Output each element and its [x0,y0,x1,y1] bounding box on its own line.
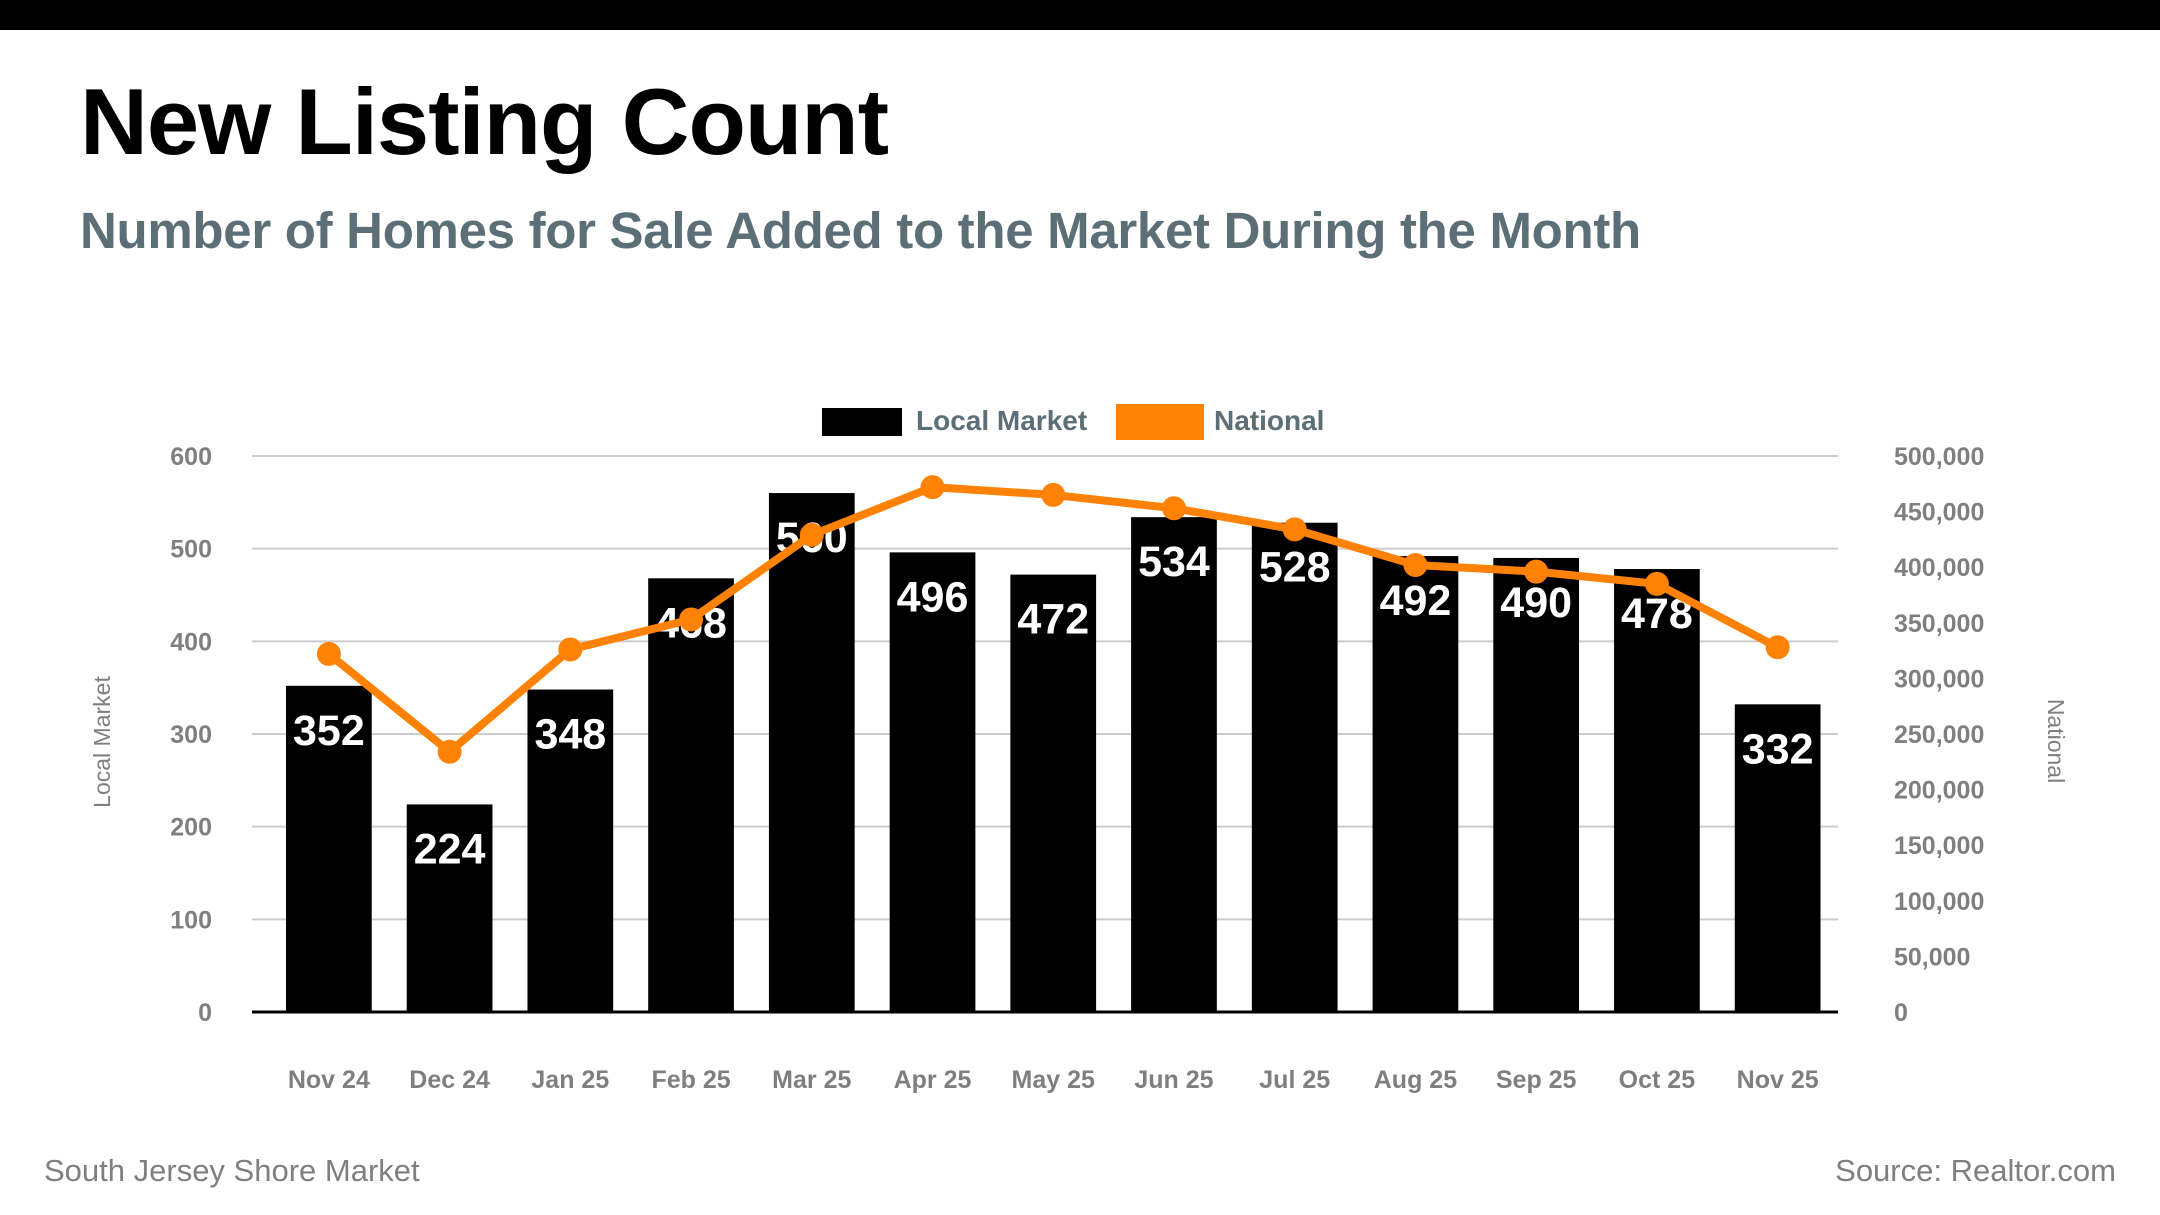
right-axis-tick-label: 50,000 [1894,943,1970,971]
national-point-may-25 [1041,482,1066,507]
top-black-bar [0,0,2160,30]
bar-nov-24 [286,685,372,1012]
right-axis-tick-label: 100,000 [1894,888,1984,916]
bar-oct-25 [1614,569,1700,1012]
bar-data-label: 492 [1380,577,1452,625]
bar-data-label: 348 [534,711,606,759]
left-axis-tick-label: 400 [170,628,212,656]
bar-mar-25 [768,493,855,1013]
bar-feb-25 [648,578,734,1012]
bar-jan-25 [527,689,614,1012]
legend-swatch-local-market [822,408,902,436]
national-point-jun-25 [1161,496,1186,521]
bar-data-label: 496 [897,573,969,621]
right-axis-tick-label: 0 [1894,999,1908,1027]
page-subtitle: Number of Homes for Sale Added to the Ma… [80,202,1641,259]
bar-aug-25 [1372,556,1459,1012]
legend-label-national: National [1214,405,1324,436]
market-name: South Jersey Shore Market [44,1153,420,1188]
right-axis-tick-label: 250,000 [1894,721,1984,749]
left-axis-tick-label: 200 [170,814,212,842]
bar-data-label: 534 [1138,538,1210,586]
x-axis-category-label: Nov 24 [288,1066,370,1094]
national-line-series [316,475,1790,764]
right-axis-tick-label: 150,000 [1894,832,1984,860]
left-axis-title: Local Market [89,676,115,808]
x-axis-category-label: May 25 [1012,1066,1095,1094]
x-axis-category-label: Jan 25 [531,1066,609,1094]
right-axis-tick-label: 500,000 [1894,443,1984,471]
bar-data-label: 472 [1017,596,1089,644]
bar-nov-25 [1734,704,1821,1012]
right-axis-tick-label: 450,000 [1894,499,1984,527]
x-axis-category-label: Nov 25 [1737,1066,1819,1094]
source-credit: Source: Realtor.com [1835,1153,2116,1188]
right-axis-tick-label: 300,000 [1894,665,1984,693]
national-point-nov-24 [316,641,341,666]
bar-may-25 [1010,574,1097,1012]
national-point-oct-25 [1644,571,1669,596]
bar-dec-24 [406,804,493,1012]
x-axis-category-label: Sep 25 [1496,1066,1577,1094]
bar-data-label: 528 [1259,544,1331,592]
national-point-apr-25 [920,475,945,500]
bar-data-label: 224 [414,825,486,873]
x-axis-category-label: Dec 24 [409,1066,490,1094]
bar-data-label: 332 [1742,725,1814,773]
legend: Local Market National [822,404,1324,440]
bar-data-label: 490 [1500,579,1572,627]
national-point-dec-24 [437,739,462,764]
page-title: New Listing Count [80,69,889,174]
legend-swatch-national [1116,404,1204,440]
bar-jun-25 [1131,517,1217,1012]
left-axis-ticks: 0 100 200 300 400 500 600 [170,443,212,1027]
national-point-jul-25 [1282,517,1307,542]
x-axis-category-label: Jul 25 [1259,1066,1330,1094]
national-point-jan-25 [558,637,583,662]
x-axis-categories: Nov 24 Dec 24 Jan 25 Feb 25 Mar 25 Apr 25 May … [288,1066,1819,1094]
local-market-bars [286,493,1821,1013]
x-axis-category-label: Mar 25 [772,1066,851,1094]
left-axis-tick-label: 600 [170,443,212,471]
bar-apr-25 [889,552,976,1012]
x-axis-category-label: Apr 25 [894,1066,972,1094]
bar-data-label: 352 [293,707,365,755]
right-axis-ticks: 0 50,000 100,000 150,000 200,000 250,000 300,0… [1894,443,1984,1027]
left-axis-tick-label: 0 [198,999,212,1027]
national-point-sep-25 [1524,559,1549,584]
left-axis-tick-label: 300 [170,721,212,749]
right-axis-tick-label: 350,000 [1894,610,1984,638]
national-point-nov-25 [1765,635,1790,660]
national-point-feb-25 [679,607,704,632]
national-point-aug-25 [1403,552,1428,577]
legend-label-local-market: Local Market [916,405,1087,436]
x-axis-category-label: Feb 25 [651,1066,730,1094]
bar-jul-25 [1251,522,1338,1012]
right-axis-title: National [2043,699,2069,783]
national-point-mar-25 [799,522,824,547]
right-axis-tick-label: 400,000 [1894,554,1984,582]
x-axis-category-label: Jun 25 [1134,1066,1213,1094]
x-axis-category-label: Oct 25 [1619,1066,1696,1094]
bar-sep-25 [1493,557,1580,1012]
right-axis-tick-label: 200,000 [1894,777,1984,805]
x-axis-category-label: Aug 25 [1374,1066,1457,1094]
left-axis-tick-label: 500 [170,536,212,564]
left-axis-tick-label: 100 [170,906,212,934]
